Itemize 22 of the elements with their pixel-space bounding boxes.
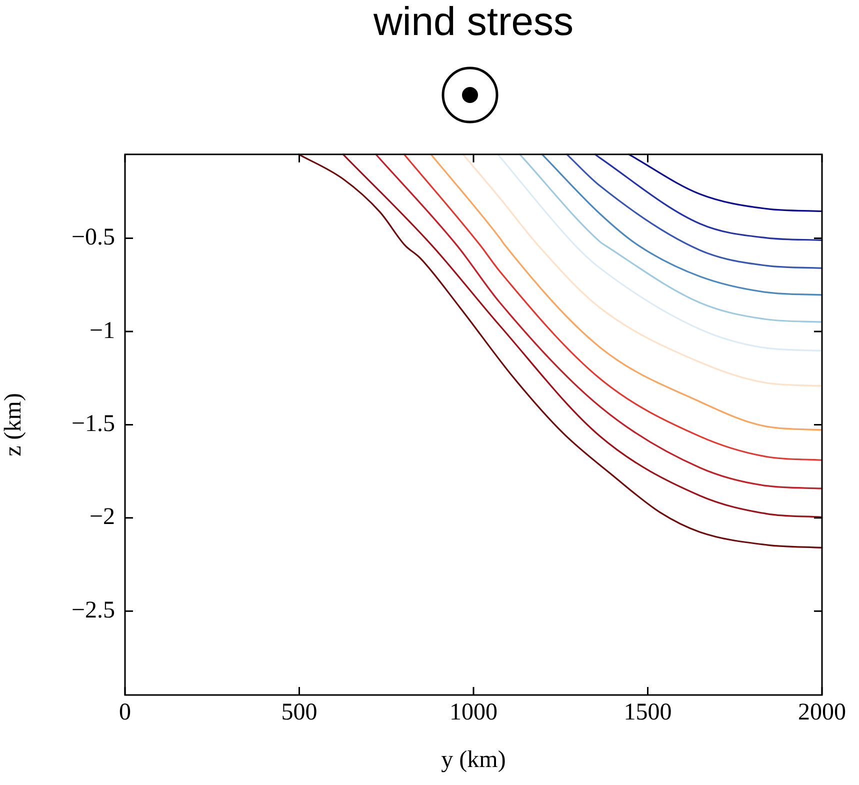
y-tick-label: −2 [89,504,115,530]
line-series [628,154,823,212]
y-tick-label: −2.5 [71,597,115,624]
x-tick-label: 0 [119,700,131,726]
line-series [541,154,823,296]
line-series [298,154,823,549]
x-tick-label: 500 [281,700,318,726]
line-series [497,154,823,352]
y-axis-title: z (km) [0,393,27,456]
line-series [519,154,823,323]
x-axis-title: y (km) [441,746,506,773]
line-series [566,154,823,269]
x-tick-label: 1000 [450,700,498,726]
line-series [594,154,823,241]
y-tick-label: −1.5 [71,410,115,437]
line-series [462,154,823,387]
line-series [430,154,823,431]
x-tick-label: 2000 [798,700,846,726]
y-tick-label: −1 [89,318,115,344]
chart-title: wind stress [372,0,575,45]
y-tick-label: −0.5 [71,224,115,251]
x-tick-label: 1500 [624,700,672,726]
